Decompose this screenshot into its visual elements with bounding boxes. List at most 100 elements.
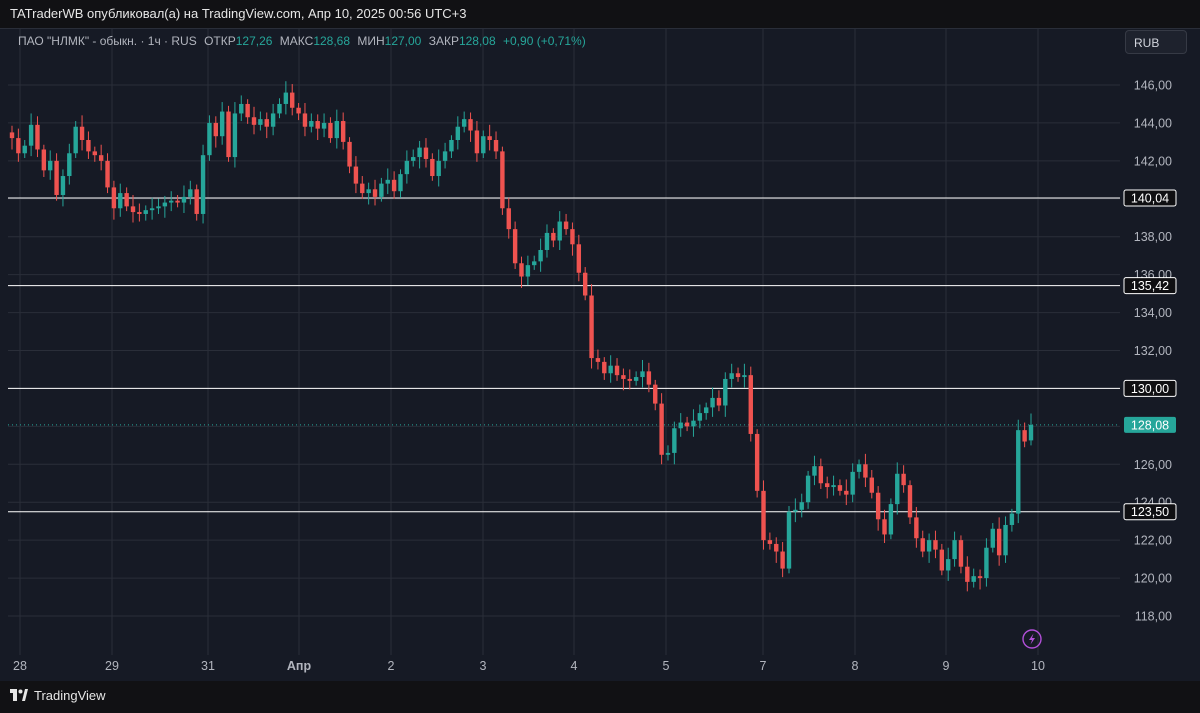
- candle-body: [442, 151, 448, 161]
- candle-body: [60, 176, 66, 195]
- candle-body: [691, 420, 696, 427]
- candle-body: [748, 375, 753, 434]
- candle-body: [863, 464, 868, 478]
- candle-body: [111, 187, 117, 209]
- candle-body: [16, 138, 21, 154]
- candle-body: [366, 189, 371, 194]
- candle-body: [360, 183, 365, 194]
- candle-body: [780, 551, 785, 569]
- candle-body: [1022, 430, 1027, 442]
- x-tick-label: 28: [13, 659, 27, 673]
- candle-body: [907, 485, 913, 518]
- candle-body: [290, 92, 295, 108]
- candle-body: [576, 244, 582, 273]
- x-tick-label: Апр: [287, 659, 312, 673]
- candle-body: [990, 528, 995, 548]
- y-tick-label: 132,00: [1134, 344, 1172, 358]
- candle-body: [67, 153, 72, 177]
- candle-body: [882, 519, 887, 535]
- candle-body: [774, 543, 779, 552]
- candle-body: [347, 141, 352, 167]
- candle-body: [735, 373, 741, 378]
- candle-body: [703, 407, 709, 414]
- candle-body: [710, 397, 715, 408]
- candle-body: [175, 200, 180, 203]
- candle-body: [417, 147, 422, 158]
- candle-body: [888, 504, 894, 535]
- y-tick-label: 142,00: [1134, 154, 1172, 168]
- candle-body: [391, 179, 397, 192]
- candle-body: [595, 358, 601, 362]
- y-tick-label: 138,00: [1134, 230, 1172, 244]
- x-tick-label: 9: [943, 659, 950, 673]
- candle-body: [895, 473, 900, 505]
- candle-body: [869, 477, 874, 493]
- candle-body: [971, 576, 976, 582]
- candle-body: [716, 397, 722, 406]
- candle-body: [825, 483, 830, 488]
- symbol-name: ПАО "НЛМК" - обыкн. · 1ч · RUS: [18, 34, 197, 48]
- candle-body: [640, 371, 645, 378]
- candle-body: [79, 126, 85, 140]
- candle-body: [1003, 524, 1008, 556]
- price-axis: 118,00120,00122,00124,00126,00128,00130,…: [1123, 79, 1177, 624]
- y-tick-label: 118,00: [1135, 610, 1172, 624]
- candle-body: [296, 107, 301, 114]
- candle-body: [404, 160, 410, 175]
- level-label-box: [1123, 277, 1177, 295]
- level-label-box: [1123, 503, 1177, 521]
- published-header: TATraderWB опубликовал(а) на TradingView…: [0, 0, 1200, 28]
- candle-body: [633, 377, 639, 381]
- last-price-box: [1124, 416, 1176, 433]
- candle-body: [283, 92, 289, 104]
- candle-body: [207, 122, 212, 156]
- candle-body: [493, 139, 499, 152]
- currency-button[interactable]: RUB: [1125, 30, 1187, 54]
- close-value: 128,08: [458, 34, 496, 48]
- candle-body: [984, 547, 989, 579]
- candle-body: [48, 160, 53, 171]
- candle-body: [525, 265, 531, 277]
- candle-body: [436, 160, 441, 177]
- candle-body: [105, 160, 110, 188]
- candle-body: [54, 160, 59, 195]
- candle-body: [659, 403, 664, 455]
- open-value: 127,26: [235, 34, 273, 48]
- candle-body: [946, 559, 951, 571]
- candle-body: [538, 249, 543, 262]
- candle-body: [162, 202, 168, 207]
- candle-body: [474, 130, 480, 154]
- level-label: 135,42: [1131, 279, 1169, 293]
- candle-body: [385, 179, 390, 184]
- candle-body: [767, 540, 773, 544]
- candle-body: [1016, 430, 1021, 514]
- candle-body: [302, 113, 308, 127]
- candle-body: [149, 208, 155, 211]
- candle-body: [926, 540, 932, 552]
- candle-body: [35, 124, 40, 150]
- candle-body: [41, 149, 47, 171]
- candle-body: [124, 193, 129, 207]
- candle-body: [672, 428, 677, 453]
- candle-body: [665, 452, 671, 455]
- x-tick-label: 4: [571, 659, 578, 673]
- candle-body: [481, 136, 486, 154]
- candle-body: [729, 373, 734, 379]
- candle-body: [614, 365, 620, 376]
- candle-body: [500, 151, 505, 209]
- candle-body: [28, 124, 34, 146]
- level-label: 130,00: [1131, 382, 1169, 396]
- candle-body: [449, 139, 454, 152]
- candle-body: [920, 538, 925, 552]
- lightning-icon[interactable]: [1022, 629, 1042, 649]
- chart-frame[interactable]: [0, 28, 1200, 682]
- candle-body: [875, 492, 881, 520]
- candle-body: [321, 122, 327, 129]
- horizontal-levels: [8, 197, 1120, 513]
- y-tick-label: 146,00: [1134, 79, 1172, 93]
- x-tick-label: 10: [1031, 659, 1045, 673]
- x-tick-label: 8: [852, 659, 859, 673]
- candle-body: [130, 206, 136, 213]
- candle-body: [487, 136, 492, 140]
